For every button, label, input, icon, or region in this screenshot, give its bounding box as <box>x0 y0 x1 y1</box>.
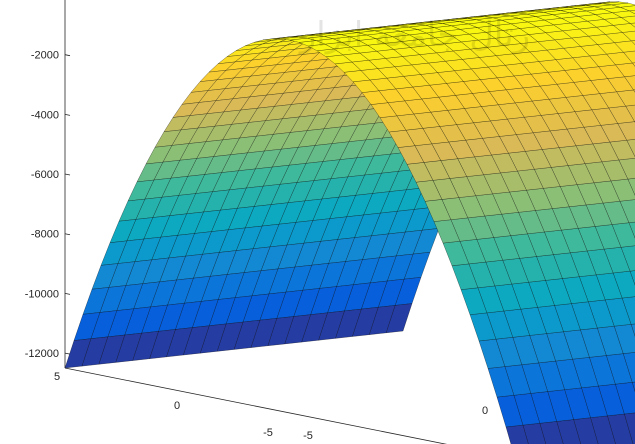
z-tick-mark <box>64 54 71 57</box>
watermark-text: رتال جامعه ابزار <box>298 15 530 55</box>
x-tick-label: -5 <box>303 430 313 442</box>
z-tick-label: -6000 <box>31 169 59 181</box>
y-tick-label: 5 <box>54 371 60 383</box>
axes <box>64 0 448 444</box>
z-tick-label: -2000 <box>31 50 59 62</box>
z-tick-label: -4000 <box>31 109 59 121</box>
z-tick-label: -8000 <box>31 229 59 241</box>
tick-labels: 0 -2000 -4000 -6000 -8000 -10000 -12000 5 0 -5 -5 0 <box>25 0 488 442</box>
z-tick-mark <box>64 233 71 236</box>
y-axis-line <box>64 367 448 444</box>
z-tick-label: 0 <box>53 0 59 2</box>
surface-patch <box>64 338 92 369</box>
z-tick-mark <box>64 113 71 116</box>
z-tick-mark <box>64 293 71 295</box>
x-tick-label: 0 <box>482 405 488 417</box>
z-tick-mark <box>64 352 71 355</box>
y-tick-label: -5 <box>263 427 273 439</box>
surface-mesh <box>64 1 635 444</box>
z-tick-mark <box>64 173 71 176</box>
z-tick-label: -12000 <box>25 348 59 360</box>
z-tick-label: -10000 <box>25 288 59 300</box>
y-tick-label: 0 <box>174 400 180 412</box>
